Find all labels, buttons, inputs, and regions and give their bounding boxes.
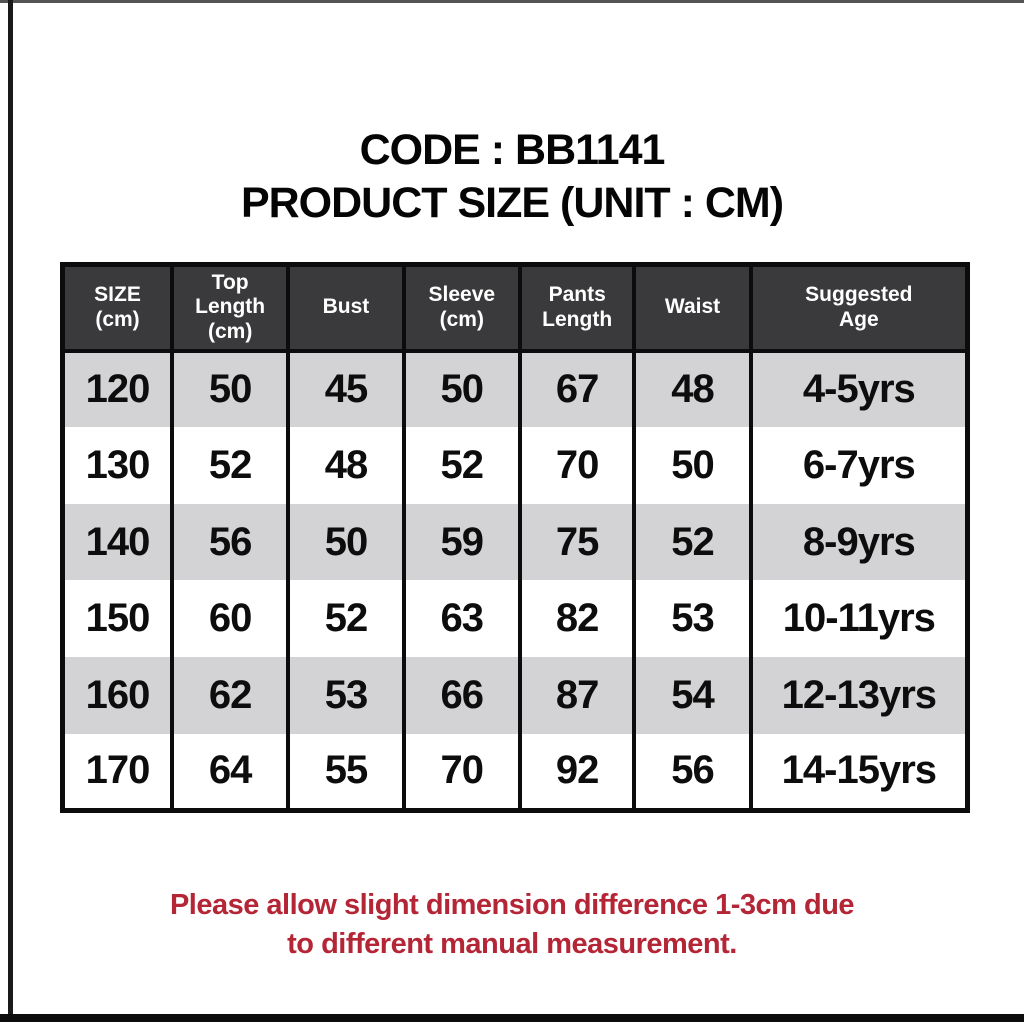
- cell-size: 120: [85, 367, 151, 412]
- size-table: SIZE (cm) Top Length (cm) Bust Sleeve (c…: [60, 262, 970, 813]
- cell-sleeve: 59: [401, 503, 520, 581]
- table-row: 160 62 53 66 87 54 12-13yrs: [62, 657, 968, 734]
- cell-top-length: 50: [169, 350, 289, 428]
- cell-pants-length: 92: [517, 733, 635, 811]
- header-sleeve: Sleeve (cm): [401, 264, 520, 353]
- cell-bust: 50: [286, 503, 404, 581]
- cell-waist: 54: [632, 657, 751, 734]
- table-row: 130 52 48 52 70 50 6-7yrs: [62, 427, 968, 504]
- cell-pants-length: 67: [517, 350, 635, 428]
- disclaimer-line-1: Please allow slight dimension difference…: [169, 889, 855, 921]
- table-header-row: SIZE (cm) Top Length (cm) Bust Sleeve (c…: [62, 264, 968, 353]
- cell-sleeve: 63: [401, 580, 520, 658]
- cell-size: 150: [85, 596, 151, 641]
- cell-sleeve: 66: [401, 657, 520, 734]
- cell-suggested-age: 6-7yrs: [748, 427, 968, 504]
- cell-suggested-age: 14-15yrs: [748, 733, 968, 811]
- cell-pants-length: 82: [517, 580, 635, 658]
- page-title: CODE : BB1141 PRODUCT SIZE (UNIT : CM): [0, 124, 1024, 230]
- header-top-length: Top Length (cm): [169, 264, 289, 353]
- cell-top-length: 60: [169, 580, 289, 658]
- cell-top-length: 52: [169, 427, 289, 504]
- photo-frame-bottom-edge: [0, 1014, 1024, 1022]
- cell-sleeve: 50: [401, 350, 520, 428]
- cell-waist: 48: [632, 350, 751, 428]
- disclaimer-line-2: to different manual measurement.: [287, 928, 737, 960]
- table-row: 170 64 55 70 92 56 14-15yrs: [62, 733, 968, 811]
- photo-frame-top-edge: [0, 0, 1024, 3]
- cell-top-length: 56: [169, 503, 289, 581]
- cell-bust: 45: [286, 350, 404, 428]
- cell-top-length: 62: [169, 657, 289, 734]
- table-row: 140 56 50 59 75 52 8-9yrs: [62, 503, 968, 581]
- cell-waist: 52: [632, 503, 751, 581]
- cell-size: 140: [85, 519, 151, 564]
- measurement-disclaimer: Please allow slight dimension difference…: [0, 886, 1024, 964]
- product-size-heading: PRODUCT SIZE (UNIT : CM): [240, 179, 784, 227]
- cell-bust: 52: [286, 580, 404, 658]
- cell-waist: 56: [632, 733, 751, 811]
- cell-bust: 55: [286, 733, 404, 811]
- cell-size: 160: [85, 672, 151, 717]
- cell-waist: 53: [632, 580, 751, 658]
- photo-frame-left-edge: [8, 0, 13, 1016]
- cell-waist: 50: [632, 427, 751, 504]
- cell-pants-length: 70: [517, 427, 635, 504]
- table-row: 150 60 52 63 82 53 10-11yrs: [62, 580, 968, 658]
- cell-pants-length: 87: [517, 657, 635, 734]
- cell-top-length: 64: [169, 733, 289, 811]
- product-code: CODE : BB1141: [359, 126, 666, 174]
- header-suggested-age: Suggested Age: [748, 264, 968, 353]
- cell-suggested-age: 10-11yrs: [748, 580, 968, 658]
- cell-sleeve: 70: [401, 733, 520, 811]
- cell-suggested-age: 4-5yrs: [748, 350, 968, 428]
- header-waist: Waist: [632, 264, 751, 353]
- header-size-cm: SIZE (cm): [62, 264, 172, 353]
- cell-bust: 48: [286, 427, 404, 504]
- cell-size: 130: [85, 442, 151, 487]
- header-pants-length: Pants Length: [517, 264, 635, 353]
- cell-suggested-age: 12-13yrs: [748, 657, 968, 734]
- cell-pants-length: 75: [517, 503, 635, 581]
- header-bust: Bust: [286, 264, 404, 353]
- cell-size: 170: [85, 748, 151, 793]
- table-row: 120 50 45 50 67 48 4-5yrs: [62, 350, 968, 428]
- cell-sleeve: 52: [401, 427, 520, 504]
- cell-bust: 53: [286, 657, 404, 734]
- cell-suggested-age: 8-9yrs: [748, 503, 968, 581]
